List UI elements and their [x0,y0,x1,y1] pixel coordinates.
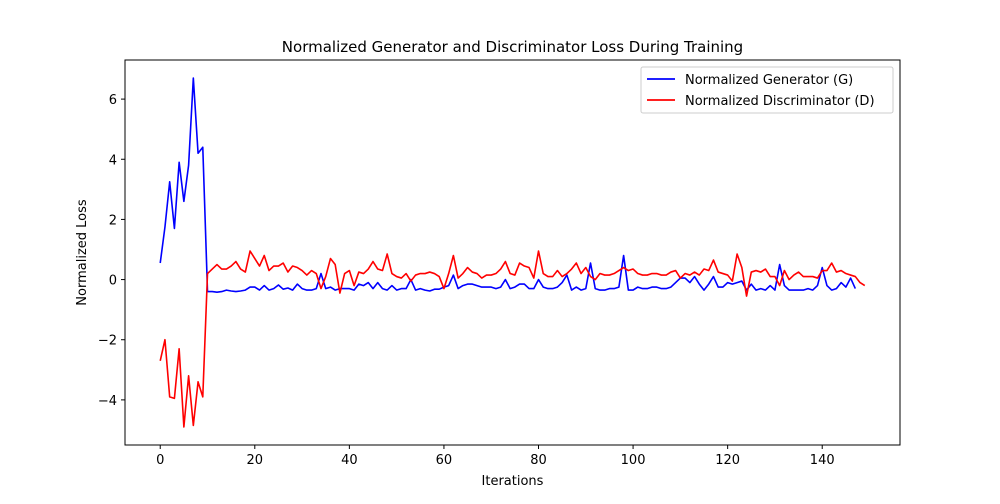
x-tick-label: 120 [715,453,740,468]
legend-label-discriminator: Normalized Discriminator (D) [685,94,875,109]
x-tick-label: 100 [621,453,646,468]
legend-box [640,66,894,114]
legend: Normalized Generator (G) Normalized Disc… [640,66,894,114]
ticks-layer: 0 20 40 60 80 100 120 140 −4 −2 0 2 4 6 [98,93,835,468]
series-layer [159,77,866,428]
y-tick-label: 0 [109,274,117,289]
legend-label-generator: Normalized Generator (G) [685,73,853,88]
y-tick-label: −4 [98,394,117,409]
x-tick-label: 140 [810,453,835,468]
x-tick-label: 40 [341,453,358,468]
discriminator-loss-line [159,250,866,428]
y-axis-title: Normalized Loss [75,199,90,306]
y-tick-label: 6 [109,93,117,108]
x-tick-label: 60 [436,453,453,468]
y-tick-label: 2 [109,213,117,228]
x-tick-label: 0 [156,453,164,468]
x-tick-label: 20 [247,453,264,468]
chart-title: Normalized Generator and Discriminator L… [282,38,743,56]
x-tick-label: 80 [530,453,547,468]
y-tick-label: 4 [109,153,117,168]
generator-loss-line [159,77,857,294]
y-tick-label: −2 [98,334,117,349]
x-axis-title: Iterations [482,474,544,489]
axes-frame [124,59,901,446]
